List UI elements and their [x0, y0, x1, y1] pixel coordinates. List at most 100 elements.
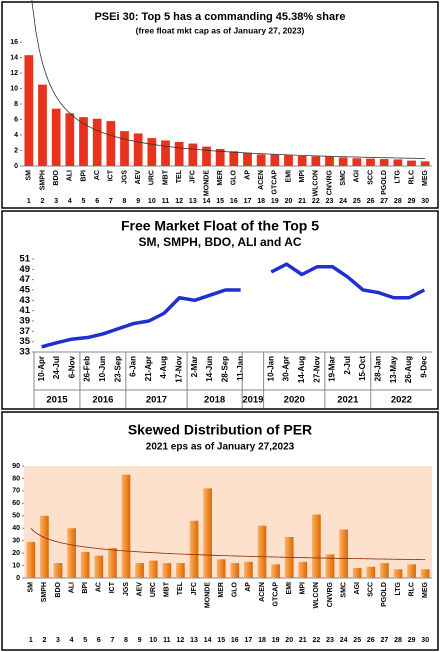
rank-label: 29 — [408, 198, 416, 205]
bar — [106, 121, 116, 166]
x-tick-label: 2-Jul — [343, 356, 352, 375]
line-series — [41, 288, 241, 349]
bar — [339, 529, 348, 578]
bar — [161, 140, 170, 166]
rank-label: 1 — [29, 637, 33, 644]
bar — [40, 515, 49, 578]
x-tick-label: URC — [149, 170, 156, 185]
y-tick-label: 40 — [12, 525, 20, 532]
bar — [135, 563, 144, 578]
bar — [312, 514, 321, 578]
y-tick-label: 39 — [19, 316, 30, 327]
bar — [133, 133, 143, 166]
x-tick-label: SM — [26, 170, 33, 181]
x-tick-label: 10-Apr — [37, 356, 46, 381]
bar — [366, 158, 375, 166]
bar — [53, 563, 63, 578]
chart-title: Free Market Float of the Top 5 — [121, 218, 319, 234]
bar — [284, 155, 293, 166]
x-tick-label: EMI — [286, 582, 293, 595]
x-tick-label: BPI — [80, 170, 87, 182]
y-tick-label: 35 — [19, 336, 30, 347]
x-tick-label: SMC — [340, 582, 347, 598]
bar — [94, 555, 104, 578]
rank-label: 18 — [258, 637, 266, 644]
bar — [244, 561, 253, 578]
rank-label: 22 — [313, 637, 321, 644]
rank-label: 4 — [68, 198, 72, 205]
bar — [420, 569, 430, 578]
chart-title: Skewed Distribution of PER — [128, 422, 312, 438]
x-tick-label: MPI — [300, 582, 307, 595]
rank-label: 20 — [285, 198, 293, 205]
rank-label: 28 — [394, 198, 402, 205]
bar — [325, 156, 334, 166]
x-tick-label: EMI — [285, 170, 292, 183]
bar — [148, 560, 158, 578]
rank-label: 11 — [163, 637, 171, 644]
rank-label: 28 — [394, 637, 402, 644]
rank-label: 1 — [27, 198, 31, 205]
rank-label: 12 — [175, 198, 183, 205]
x-tick-label: AP — [245, 582, 252, 592]
year-label: 2021 — [337, 395, 359, 406]
x-tick-label: 23-Sep — [113, 356, 122, 382]
bar — [189, 520, 199, 578]
x-tick-label: MER — [217, 170, 224, 186]
y-tick-label: 80 — [12, 475, 20, 482]
x-tick-label: SM — [28, 582, 35, 593]
bar — [407, 564, 416, 578]
rank-label: 2 — [42, 637, 46, 644]
x-tick-label: MBT — [162, 169, 169, 185]
rank-label: 14 — [203, 198, 211, 205]
rank-label: 20 — [285, 637, 293, 644]
x-tick-label: 6-Nov — [67, 355, 76, 378]
rank-label: 4 — [70, 637, 74, 644]
x-tick-label: PGOLD — [381, 170, 388, 195]
x-tick-label: AGI — [354, 170, 361, 183]
rank-label: 21 — [299, 637, 307, 644]
bar — [297, 155, 307, 166]
x-tick-label: SCC — [367, 170, 374, 185]
bar — [298, 561, 308, 578]
bar — [215, 148, 225, 166]
y-tick-label: 45 — [19, 285, 30, 296]
x-tick-label: AEV — [136, 582, 143, 597]
bar — [38, 84, 47, 166]
y-tick-label: 4 — [14, 132, 18, 139]
x-tick-label: 30-Apr — [282, 356, 291, 381]
bar — [379, 159, 389, 166]
x-tick-label: LTG — [395, 581, 402, 595]
x-tick-label: AC — [96, 582, 103, 592]
bar — [311, 156, 321, 166]
year-label: 2016 — [92, 395, 113, 406]
bar — [67, 528, 76, 578]
y-tick-label: 12 — [10, 70, 18, 77]
x-tick-label: ACEN — [258, 170, 265, 190]
x-tick-label: 24-Jul — [52, 356, 61, 379]
rank-label: 9 — [136, 198, 140, 205]
x-tick-label: MEG — [422, 169, 429, 186]
rank-label: 17 — [244, 198, 252, 205]
bar — [325, 554, 335, 578]
year-label: 2018 — [204, 395, 225, 406]
bar — [202, 146, 211, 166]
x-tick-label: ACEN — [259, 582, 266, 602]
x-tick-label: SCC — [368, 582, 375, 597]
rank-label: 7 — [109, 198, 113, 205]
x-tick-label: RLC — [408, 170, 415, 184]
rank-label: 10 — [148, 198, 156, 205]
rank-label: 9 — [138, 637, 142, 644]
rank-label: 8 — [124, 637, 128, 644]
y-tick-label: 37 — [19, 326, 30, 337]
x-tick-label: GLO — [232, 581, 239, 597]
y-tick-label: 20 — [12, 550, 20, 557]
x-tick-label: 14-Aug — [297, 356, 306, 383]
x-tick-label: GTCAP — [272, 170, 279, 195]
x-tick-label: ICT — [108, 169, 115, 181]
rank-label: 23 — [326, 637, 334, 644]
rank-label: 6 — [95, 198, 99, 205]
x-tick-label: JGS — [123, 582, 130, 596]
rank-label: 26 — [367, 198, 375, 205]
